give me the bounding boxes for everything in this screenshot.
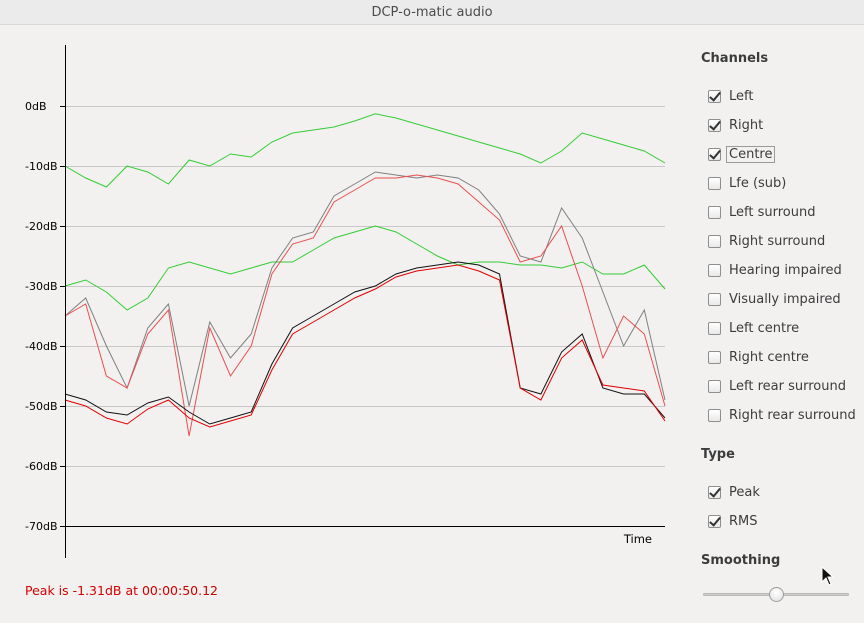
sidebar: Channels Left Right Centre Lfe (sub) Left su…	[701, 25, 864, 623]
series-line-5	[64, 264, 666, 428]
type-checkbox-rms[interactable]: RMS	[708, 511, 758, 531]
y-tick-label: -70dB	[25, 520, 58, 533]
y-tick-label: -50dB	[25, 400, 58, 413]
channel-checkbox-right-centre[interactable]: Right centre	[708, 347, 809, 367]
checkbox-checked-icon[interactable]	[708, 514, 721, 528]
checkbox-unchecked-icon[interactable]	[708, 176, 721, 190]
checkbox-label: Peak	[729, 484, 760, 500]
checkbox-unchecked-icon[interactable]	[708, 292, 721, 306]
channel-checkbox-hearing-impaired[interactable]: Hearing impaired	[708, 260, 842, 280]
channel-checkbox-lfe-sub[interactable]: Lfe (sub)	[708, 173, 786, 193]
checkbox-label: Left centre	[729, 320, 800, 336]
checkbox-unchecked-icon[interactable]	[708, 350, 721, 364]
checkbox-label: Right surround	[729, 233, 826, 249]
checkbox-unchecked-icon[interactable]	[708, 234, 721, 248]
series-line-3	[64, 174, 666, 437]
channel-checkbox-left-rear-surround[interactable]: Left rear surround	[708, 376, 846, 396]
series-line-4	[64, 261, 666, 425]
checkbox-unchecked-icon[interactable]	[708, 263, 721, 277]
smoothing-heading: Smoothing	[701, 553, 781, 568]
channel-checkbox-visually-impaired[interactable]: Visually impaired	[708, 289, 841, 309]
y-tick-label: -60dB	[25, 460, 58, 473]
x-axis-label: Time	[623, 532, 652, 546]
audio-plot: 0dB -10dB -20dB -30dB -40dB -50dB -60dB -70dB T…	[25, 45, 666, 558]
checkbox-label: Right rear surround	[729, 407, 856, 423]
y-tick-label: -30dB	[25, 280, 58, 293]
checkbox-label: RMS	[729, 513, 758, 529]
smoothing-slider[interactable]	[703, 587, 849, 602]
peak-status: Peak is -1.31dB at 00:00:50.12	[25, 583, 218, 598]
checkbox-label: Hearing impaired	[729, 262, 842, 278]
channels-heading: Channels	[701, 51, 769, 66]
y-tick-label: -20dB	[25, 220, 58, 233]
checkbox-checked-icon[interactable]	[708, 89, 721, 103]
channel-checkbox-centre[interactable]: Centre	[708, 144, 776, 164]
checkbox-label: Right	[729, 117, 764, 133]
checkbox-label: Lfe (sub)	[729, 175, 787, 191]
checkbox-label: Left surround	[729, 204, 816, 220]
channel-checkbox-right[interactable]: Right	[708, 115, 763, 135]
series-line-1	[64, 225, 666, 311]
series-line-2	[64, 171, 666, 407]
checkbox-label: Centre	[725, 145, 776, 163]
checkbox-label: Right centre	[729, 349, 809, 365]
y-tick-label: -10dB	[25, 160, 58, 173]
checkbox-checked-icon[interactable]	[708, 485, 721, 499]
checkbox-unchecked-icon[interactable]	[708, 379, 721, 393]
title-bar: DCP-o-matic audio	[0, 0, 864, 25]
channel-checkbox-right-rear-surround[interactable]: Right rear surround	[708, 405, 856, 425]
slider-handle[interactable]	[768, 587, 784, 602]
checkbox-label: Left rear surround	[729, 378, 846, 394]
channel-checkbox-left[interactable]: Left	[708, 86, 753, 106]
checkbox-unchecked-icon[interactable]	[708, 205, 721, 219]
checkbox-checked-icon[interactable]	[708, 147, 721, 161]
checkbox-label: Left	[729, 88, 754, 104]
window-title: DCP-o-matic audio	[371, 4, 493, 20]
checkbox-label: Visually impaired	[729, 291, 841, 307]
y-tick-label: -40dB	[25, 340, 58, 353]
channel-checkbox-right-surround[interactable]: Right surround	[708, 231, 825, 251]
checkbox-checked-icon[interactable]	[708, 118, 721, 132]
checkbox-unchecked-icon[interactable]	[708, 321, 721, 335]
mouse-pointer-icon	[821, 566, 835, 586]
series-line-0	[64, 113, 666, 188]
checkbox-unchecked-icon[interactable]	[708, 408, 721, 422]
channel-checkbox-left-surround[interactable]: Left surround	[708, 202, 815, 222]
type-heading: Type	[701, 447, 735, 462]
channel-checkbox-left-centre[interactable]: Left centre	[708, 318, 799, 338]
y-tick-label: 0dB	[25, 100, 47, 113]
type-checkbox-peak[interactable]: Peak	[708, 482, 760, 502]
audio-plot-panel: 0dB -10dB -20dB -30dB -40dB -50dB -60dB -70dB T…	[0, 25, 688, 623]
